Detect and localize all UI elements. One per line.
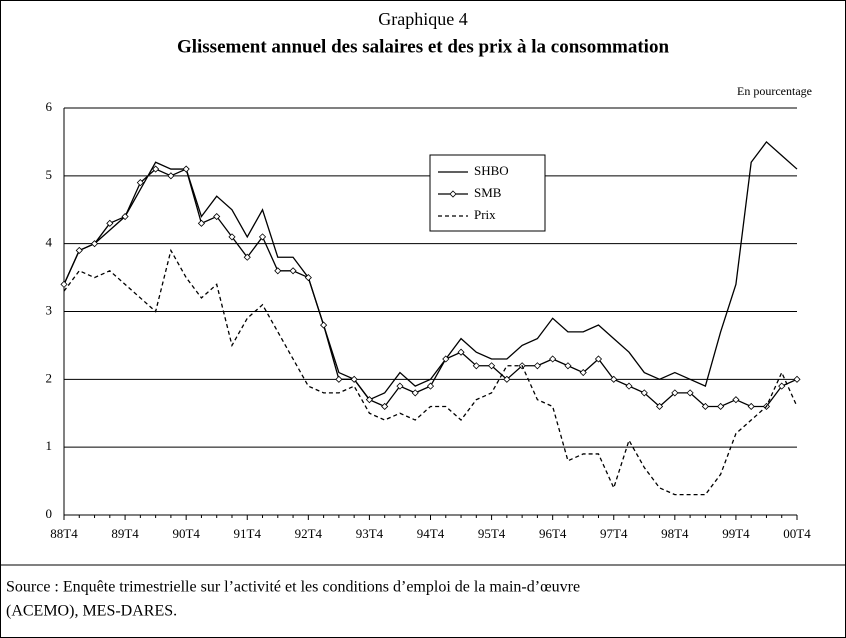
series-marker (396, 382, 404, 390)
series-marker (121, 212, 129, 221)
y-tick-label: 3 (46, 302, 53, 317)
series-line (63, 248, 798, 496)
series-marker (289, 267, 297, 275)
series-marker (152, 165, 160, 173)
x-tick-label: 97T4 (600, 526, 628, 541)
series-marker (549, 355, 557, 363)
legend-label: SMB (474, 185, 502, 200)
source-line: (ACEMO), MES-DARES. (6, 603, 177, 620)
unit-label: En pourcentage (737, 84, 812, 98)
y-tick-label: 6 (46, 99, 53, 114)
y-tick-label: 2 (46, 370, 53, 385)
x-tick-label: 93T4 (356, 526, 384, 541)
series-marker (320, 321, 328, 329)
y-tick-label: 4 (46, 235, 53, 250)
series-marker (472, 362, 480, 370)
series-marker (793, 375, 801, 383)
legend-label: Prix (474, 207, 496, 222)
x-tick-label: 94T4 (417, 526, 445, 541)
series-marker (411, 389, 419, 397)
series-marker (640, 389, 648, 397)
series-marker (747, 402, 755, 411)
series-marker (701, 402, 709, 411)
series-marker (258, 233, 267, 241)
y-tick-label: 0 (46, 506, 53, 521)
series-marker (717, 402, 725, 411)
series-marker (228, 233, 236, 241)
x-tick-label: 99T4 (722, 526, 750, 541)
series-marker (533, 362, 541, 370)
x-tick-label: 90T4 (172, 526, 200, 541)
series-marker (365, 396, 373, 404)
series-marker (167, 172, 175, 180)
series-marker (136, 179, 144, 187)
series-marker (90, 240, 99, 248)
source-line: Source : Enquête trimestrielle sur l’act… (6, 579, 580, 596)
series-marker (457, 348, 465, 356)
chart-subtitle: Glissement annuel des salaires et des pr… (177, 36, 670, 57)
series-marker (503, 375, 511, 383)
x-tick-label: 98T4 (661, 526, 689, 541)
series-marker (442, 355, 450, 363)
x-tick-label: 92T4 (295, 526, 323, 541)
series-marker (350, 375, 358, 383)
x-tick-label: 89T4 (111, 526, 139, 541)
series-marker (60, 280, 68, 288)
x-tick-label: 00T4 (783, 526, 811, 541)
series-marker (426, 382, 435, 390)
series-marker (304, 274, 312, 282)
y-tick-label: 5 (46, 167, 53, 182)
series-marker (778, 382, 786, 390)
chart-title: Graphique 4 (378, 9, 467, 29)
x-tick-label: 88T4 (50, 526, 78, 541)
series-marker (610, 375, 618, 383)
series-marker (488, 362, 496, 370)
x-tick-label: 91T4 (234, 526, 262, 541)
series-marker (243, 253, 251, 261)
series-marker (671, 389, 679, 397)
series-marker (381, 402, 389, 411)
series-marker (655, 402, 664, 411)
series-marker (182, 165, 190, 173)
x-tick-label: 96T4 (539, 526, 567, 541)
series-marker (274, 267, 282, 275)
series-marker (564, 362, 572, 370)
series-marker (75, 246, 83, 255)
series-marker (686, 389, 694, 397)
legend-box (429, 154, 546, 232)
legend-marker (449, 190, 457, 198)
series-marker (732, 396, 740, 404)
series-marker (625, 382, 633, 390)
series-marker (579, 368, 587, 377)
series-marker (213, 212, 221, 221)
x-tick-label: 95T4 (478, 526, 506, 541)
series-marker (197, 219, 206, 227)
y-tick-label: 1 (46, 438, 53, 453)
legend-label: SHBO (474, 163, 509, 178)
series-marker (106, 219, 114, 227)
series-marker (594, 355, 603, 363)
series-marker (335, 375, 343, 383)
